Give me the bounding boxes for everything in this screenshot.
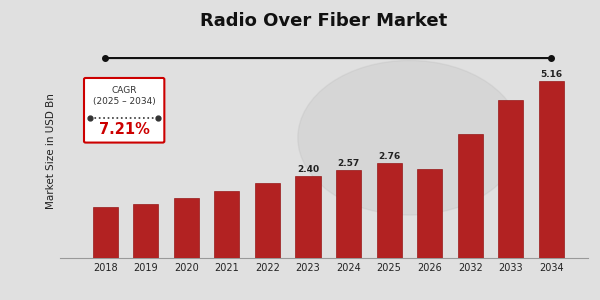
Bar: [173, 198, 199, 258]
Bar: [377, 163, 402, 258]
Text: 2.57: 2.57: [337, 159, 359, 168]
Bar: [295, 176, 320, 258]
Text: CAGR
(2025 – 2034): CAGR (2025 – 2034): [93, 85, 155, 106]
Bar: [539, 81, 564, 258]
Bar: [92, 207, 118, 258]
Bar: [498, 100, 523, 258]
Text: 2.76: 2.76: [378, 152, 400, 161]
Bar: [255, 183, 280, 258]
Bar: [417, 169, 442, 258]
Bar: [458, 134, 483, 258]
Bar: [133, 204, 158, 258]
Title: Radio Over Fiber Market: Radio Over Fiber Market: [200, 12, 448, 30]
Bar: [214, 191, 239, 258]
Text: 2.40: 2.40: [297, 165, 319, 174]
Text: 7.21%: 7.21%: [99, 122, 149, 137]
FancyBboxPatch shape: [84, 78, 164, 142]
Ellipse shape: [298, 61, 521, 215]
Text: 5.16: 5.16: [541, 70, 562, 79]
Bar: [336, 170, 361, 258]
Y-axis label: Market Size in USD Bn: Market Size in USD Bn: [46, 94, 56, 209]
